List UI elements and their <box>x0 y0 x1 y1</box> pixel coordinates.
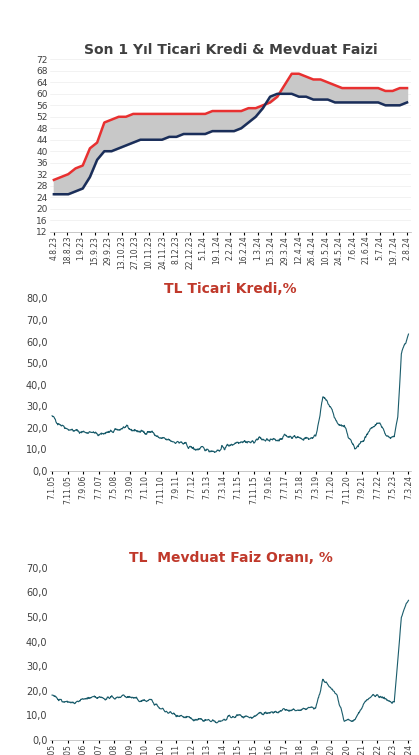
Legend: Kredi Mevduat Spread, Ticari Kredi, Mevduat: Kredi Mevduat Spread, Ticari Kredi, Mevd… <box>55 300 310 316</box>
Title: Son 1 Yıl Ticari Kredi & Mevduat Faizi: Son 1 Yıl Ticari Kredi & Mevduat Faizi <box>84 43 377 57</box>
Title: TL Ticari Kredi,%: TL Ticari Kredi,% <box>164 282 297 296</box>
Title: TL  Mevduat Faiz Oranı, %: TL Mevduat Faiz Oranı, % <box>129 551 332 565</box>
